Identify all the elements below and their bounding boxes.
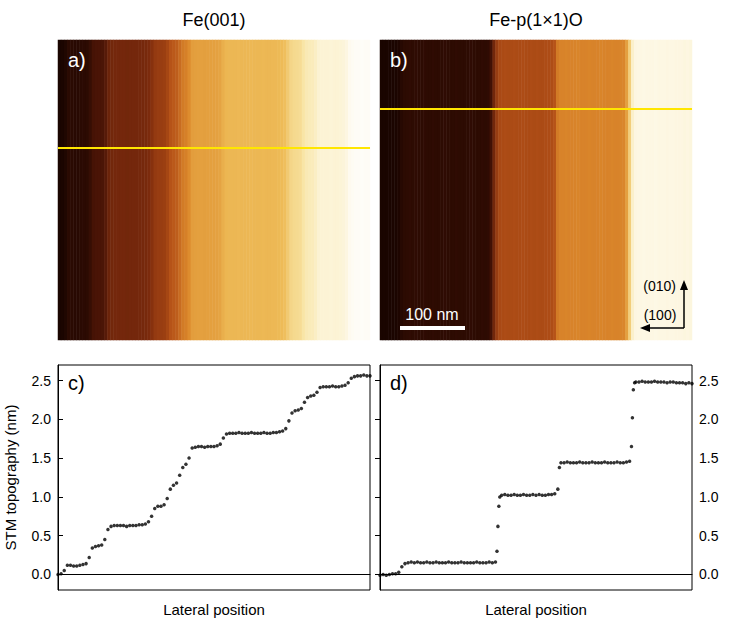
svg-text:a): a) (68, 49, 86, 71)
svg-text:100 nm: 100 nm (405, 306, 458, 323)
svg-text:0.0: 0.0 (32, 566, 52, 582)
svg-text:1.0: 1.0 (32, 489, 52, 505)
svg-text:(010): (010) (643, 278, 676, 294)
svg-text:b): b) (390, 49, 408, 71)
svg-text:2.5: 2.5 (699, 373, 719, 389)
svg-text:0.0: 0.0 (699, 566, 719, 582)
svg-text:2.0: 2.0 (699, 411, 719, 427)
svg-text:Lateral position: Lateral position (485, 601, 587, 618)
svg-text:1.5: 1.5 (699, 450, 719, 466)
svg-text:STM topography (nm): STM topography (nm) (2, 405, 19, 551)
svg-text:0.5: 0.5 (699, 528, 719, 544)
svg-text:Fe-p(1×1)O: Fe-p(1×1)O (489, 10, 583, 30)
svg-text:0.5: 0.5 (32, 528, 52, 544)
svg-text:(100): (100) (644, 307, 677, 323)
svg-text:Lateral position: Lateral position (163, 601, 265, 618)
svg-text:2.5: 2.5 (32, 373, 52, 389)
svg-text:1.0: 1.0 (699, 489, 719, 505)
svg-text:Fe(001): Fe(001) (182, 10, 245, 30)
svg-text:c): c) (68, 372, 85, 394)
svg-text:d): d) (390, 372, 408, 394)
svg-text:2.0: 2.0 (32, 411, 52, 427)
svg-text:1.5: 1.5 (32, 450, 52, 466)
